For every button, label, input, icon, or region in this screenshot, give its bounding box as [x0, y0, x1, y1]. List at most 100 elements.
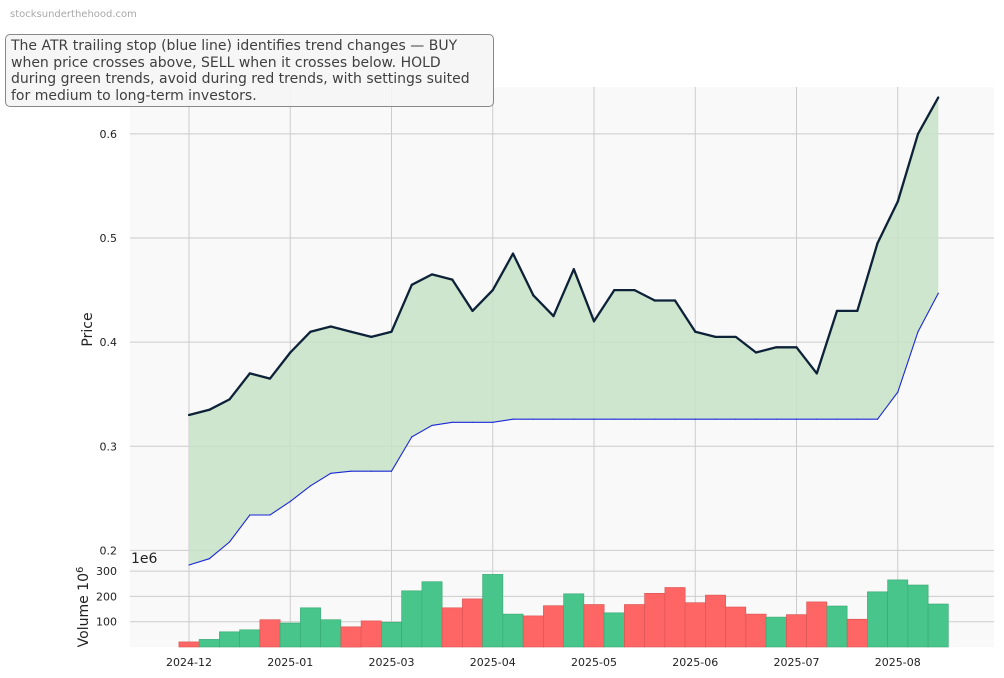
price-point	[795, 346, 798, 349]
volume-bar	[927, 603, 949, 648]
volume-bar	[421, 581, 443, 648]
price-point	[268, 377, 272, 380]
atr-stop-point	[694, 418, 696, 420]
atr-stop-point	[613, 418, 615, 420]
volume-bar	[826, 605, 848, 648]
price-point	[208, 408, 211, 411]
xtick-label: 2025-08	[875, 656, 921, 669]
volume-bar	[563, 593, 585, 648]
volume-offset-label: 1e6	[131, 551, 158, 567]
xtick-label: 2024-12	[166, 656, 212, 669]
volume-bar	[644, 592, 666, 648]
price-ytick-label: 0.4	[100, 336, 118, 349]
atr-stop-point	[188, 564, 190, 566]
atr-stop-point	[228, 541, 231, 543]
volume-bar	[583, 604, 605, 648]
atr-stop-point	[471, 421, 474, 423]
atr-stop-point	[370, 470, 372, 472]
atr-stop-point	[654, 418, 656, 420]
price-point	[633, 288, 636, 292]
price-point	[592, 320, 596, 323]
volume-bar	[178, 641, 200, 648]
volume-bar	[603, 612, 625, 648]
price-ytick-label: 0.2	[100, 544, 118, 557]
volume-bar	[705, 594, 726, 648]
atr-stop-point	[208, 558, 210, 560]
price-point	[896, 200, 899, 203]
volume-bar	[239, 629, 261, 648]
volume-bar	[745, 613, 767, 648]
atr-stop-point	[674, 418, 676, 420]
volume-bar	[340, 626, 362, 648]
volume-ytick-label: 100	[96, 616, 117, 629]
price-axis-label: Price	[80, 312, 96, 346]
price-point	[471, 309, 474, 312]
price-point	[329, 325, 332, 328]
price-point	[714, 335, 717, 339]
price-ytick-label: 0.3	[100, 440, 118, 453]
atr-stop-point	[836, 418, 838, 420]
price-point	[876, 242, 879, 245]
atr-stop-point	[775, 418, 777, 420]
volume-bar	[765, 616, 787, 648]
volume-bar	[482, 574, 504, 648]
atr-stop-point	[633, 418, 636, 420]
atr-stop-point	[856, 418, 858, 420]
price-point	[349, 330, 353, 333]
volume-bar	[907, 584, 929, 648]
xtick-label: 2025-06	[672, 656, 718, 669]
bullish-fill-area	[189, 97, 939, 566]
atr-stop-point	[249, 514, 251, 516]
xtick-label: 2025-05	[571, 656, 617, 669]
atr-stop-point	[269, 514, 271, 516]
price-ytick-label: 0.6	[100, 128, 118, 141]
atr-stop-point	[552, 418, 555, 420]
atr-stop-point	[532, 418, 534, 420]
xtick-label: 2025-03	[369, 656, 415, 669]
atr-stop-point	[735, 418, 737, 420]
volume-bar	[320, 619, 342, 648]
volume-bars	[178, 574, 949, 648]
atr-stop-line	[188, 292, 939, 566]
atr-stop-point	[937, 292, 939, 294]
price-point	[835, 309, 839, 312]
price-point	[653, 299, 656, 302]
price-point	[856, 309, 859, 312]
volume-bar	[300, 607, 321, 648]
price-point	[694, 330, 697, 333]
price-point	[613, 288, 616, 292]
price-point	[370, 335, 373, 339]
volume-bar	[462, 598, 483, 648]
atr-stop-point	[897, 391, 899, 393]
volume-bar	[664, 587, 686, 648]
volume-bar	[786, 614, 807, 648]
price-ytick-label: 0.5	[100, 232, 118, 245]
price-point	[937, 96, 940, 99]
atr-stop-point	[492, 421, 494, 423]
atr-stop-point	[755, 418, 757, 420]
price-point	[309, 330, 312, 333]
price-point	[187, 413, 191, 417]
volume-ytick-label: 200	[96, 590, 117, 603]
atr-stop-point	[593, 418, 595, 420]
price-line	[188, 96, 940, 417]
volume-bar	[441, 607, 463, 648]
volume-bar	[684, 602, 706, 648]
price-point	[228, 398, 231, 401]
price-point	[390, 330, 393, 333]
price-point	[734, 335, 737, 339]
atr-stop-point	[350, 470, 352, 472]
atr-stop-point	[330, 472, 332, 474]
watermark: stocksunderthehood.com	[10, 9, 137, 20]
price-point	[815, 372, 818, 375]
xtick-label: 2025-04	[470, 656, 516, 669]
price-point	[511, 252, 515, 255]
atr-stop-point	[876, 418, 879, 420]
volume-bar	[401, 590, 423, 648]
price-point	[289, 351, 292, 354]
volume-ytick-label: 300	[96, 565, 117, 578]
price-point	[673, 299, 677, 302]
tick-labels: 0.2 0.3 0.4 0.5 0.6 100 200 300 2024-12 2025-01 20…	[96, 128, 921, 669]
volume-bar	[543, 605, 564, 648]
